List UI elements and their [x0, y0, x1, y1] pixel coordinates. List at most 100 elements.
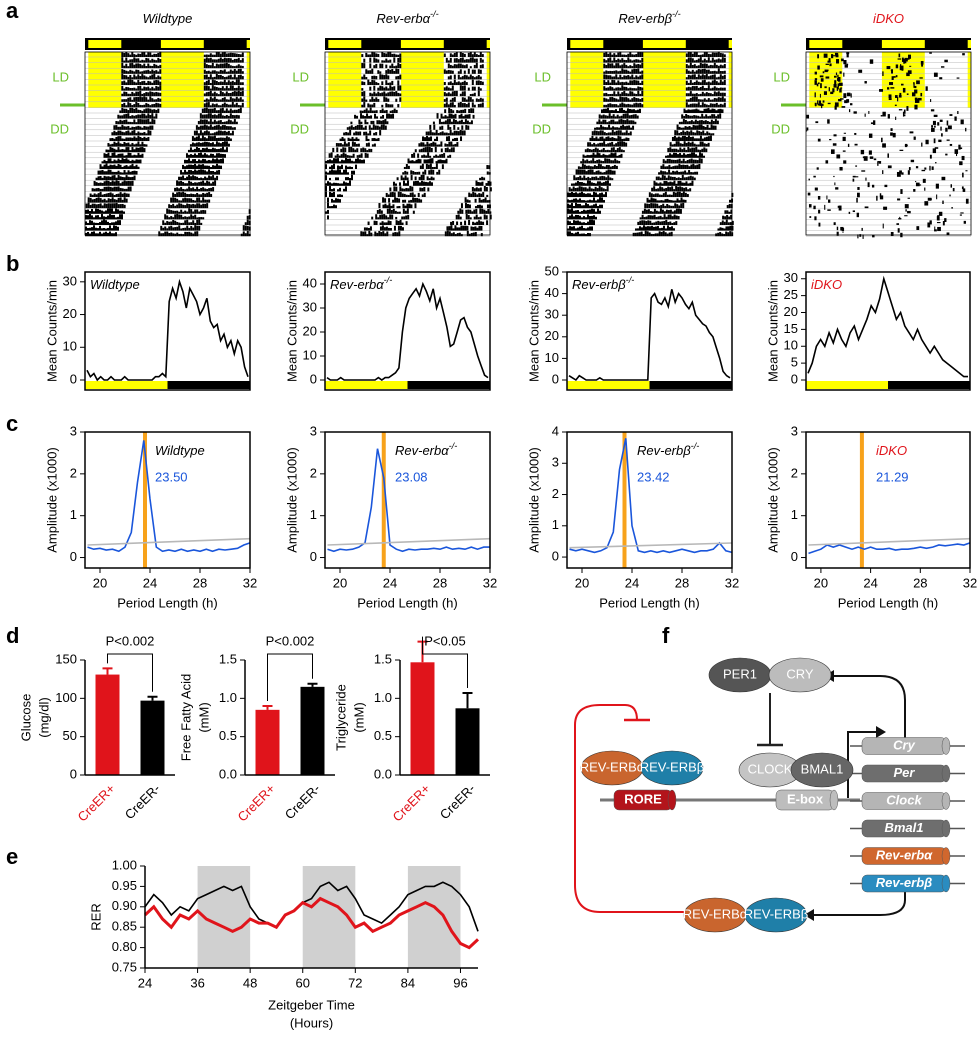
- actogram-activity: [371, 68, 374, 74]
- actogram-activity: [857, 234, 859, 239]
- y-tick-label: 50: [63, 728, 77, 743]
- actogram-activity: [157, 71, 160, 74]
- actogram-activity: [147, 99, 150, 102]
- actogram-activity: [387, 51, 390, 57]
- actogram-activity: [127, 193, 130, 197]
- actogram-activity: [111, 203, 114, 209]
- actogram-activity: [91, 188, 94, 192]
- plot-frame: [566, 271, 733, 391]
- actogram-activity: [139, 104, 142, 108]
- actogram-activity: [610, 110, 613, 113]
- actogram-activity: [385, 93, 388, 97]
- category-label: CreER-: [437, 781, 478, 822]
- actogram-activity: [700, 158, 703, 164]
- actogram-activity: [478, 193, 481, 197]
- actogram-activity: [235, 65, 238, 69]
- light-phase-bar: [85, 381, 168, 389]
- actogram-activity: [450, 141, 453, 147]
- actogram-activity: [439, 159, 442, 164]
- actogram-activity: [401, 216, 404, 220]
- actogram-activity: [479, 182, 482, 186]
- actogram-activity: [595, 130, 598, 136]
- actogram-activity: [133, 104, 136, 108]
- actogram-activity: [606, 107, 609, 113]
- actogram-activity: [701, 91, 704, 97]
- actogram-activity: [189, 154, 192, 158]
- actogram-activity: [689, 115, 692, 119]
- actogram-activity: [465, 125, 468, 130]
- actogram-activity: [461, 103, 464, 108]
- actogram-activity: [475, 180, 478, 186]
- actogram-activity: [860, 149, 865, 155]
- actogram-activity: [613, 65, 616, 69]
- actogram-activity: [139, 76, 142, 80]
- actogram-activity: [401, 222, 404, 225]
- actogram-activity: [202, 197, 205, 203]
- actogram-activity: [327, 160, 329, 164]
- actogram-activity: [403, 193, 406, 197]
- actogram-activity: [162, 220, 165, 225]
- actogram-activity: [932, 120, 936, 125]
- actogram-activity: [208, 188, 211, 192]
- actogram-activity: [200, 169, 203, 175]
- actogram-activity: [592, 158, 595, 164]
- actogram-activity: [411, 160, 414, 164]
- actogram-activity: [409, 160, 412, 164]
- actogram-activity: [463, 65, 466, 69]
- actogram-activity: [203, 119, 206, 125]
- actogram-activity: [392, 113, 395, 119]
- actogram-activity: [246, 225, 249, 231]
- actogram-activity: [483, 209, 486, 214]
- actogram-activity: [846, 92, 851, 97]
- actogram-activity: [705, 82, 708, 85]
- actogram-activity: [375, 93, 378, 97]
- actogram-activity: [111, 132, 114, 136]
- actogram-activity: [423, 159, 426, 164]
- actogram-activity: [386, 205, 389, 209]
- actogram-activity: [87, 231, 89, 237]
- actogram-activity: [471, 76, 474, 80]
- actogram-activity: [951, 207, 953, 209]
- actogram-activity: [115, 177, 118, 181]
- actogram-frame: [324, 51, 491, 236]
- actogram-activity: [887, 153, 889, 158]
- actogram-activity: [129, 181, 132, 186]
- actogram-activity: [621, 68, 624, 74]
- y-tick-label: 1.5: [219, 651, 237, 666]
- actogram-activity: [585, 193, 587, 197]
- actogram-activity: [715, 81, 718, 85]
- actogram-activity: [205, 125, 208, 130]
- series-line: [87, 440, 251, 553]
- actogram-activity: [909, 131, 914, 134]
- actogram-activity: [696, 160, 699, 164]
- actogram-activity: [384, 125, 387, 130]
- actogram-activity: [419, 187, 422, 192]
- actogram-activity: [808, 204, 812, 208]
- actogram-activity: [121, 81, 124, 85]
- actogram-activity: [180, 170, 183, 175]
- actogram-activity: [337, 165, 339, 169]
- actogram-activity: [335, 143, 338, 147]
- actogram-activity: [577, 231, 579, 237]
- actogram-activity: [593, 220, 595, 225]
- actogram-activity: [692, 132, 695, 136]
- actogram-activity: [456, 110, 459, 113]
- actogram-activity: [595, 136, 598, 141]
- actogram-activity: [677, 216, 680, 220]
- actogram-activity: [597, 138, 600, 141]
- actogram-activity: [449, 154, 452, 158]
- actogram-activity: [147, 130, 150, 136]
- actogram-activity: [873, 158, 877, 161]
- y-tick-label: 1: [310, 507, 317, 522]
- actogram-activity: [362, 231, 365, 237]
- actogram-activity: [675, 183, 678, 186]
- actogram-activity: [446, 226, 449, 231]
- actogram-activity: [115, 232, 117, 237]
- y-tick-label: 1.0: [219, 690, 237, 705]
- light-phase: [160, 52, 204, 108]
- actogram-activity: [595, 170, 598, 175]
- actogram-activity: [712, 133, 715, 136]
- actogram-activity: [180, 209, 183, 214]
- actogram-activity: [331, 206, 333, 209]
- actogram-activity: [629, 99, 632, 102]
